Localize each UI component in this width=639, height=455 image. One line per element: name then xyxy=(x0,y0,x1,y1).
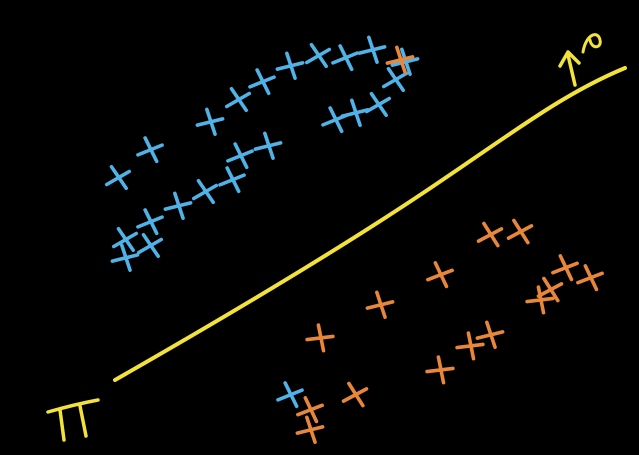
class-a-point xyxy=(136,136,164,164)
class-a-point xyxy=(218,166,246,194)
class-a-point xyxy=(304,42,332,69)
class-a-point xyxy=(195,107,225,136)
class-a-point xyxy=(136,232,164,259)
class-a-point xyxy=(226,142,254,170)
class-a-point xyxy=(390,47,420,76)
class-b-point xyxy=(296,396,324,424)
class-a-point xyxy=(104,164,132,191)
class-b-point xyxy=(576,264,604,292)
class-a-point xyxy=(275,51,305,80)
class-a-points xyxy=(104,35,420,409)
class-b-points xyxy=(295,45,604,444)
class-a-point xyxy=(163,191,193,220)
class-a-point xyxy=(191,178,219,205)
class-b-point xyxy=(475,320,505,349)
class-b-point xyxy=(425,355,455,385)
class-b-point xyxy=(305,323,335,353)
class-b-point xyxy=(525,285,555,315)
hyperplane xyxy=(113,66,627,382)
normal-arrow xyxy=(558,50,581,87)
class-a-point xyxy=(253,131,283,160)
normal-vector-w: w xyxy=(558,33,604,87)
class-a-point xyxy=(340,98,370,127)
class-a-point xyxy=(136,208,164,236)
normal-label: w xyxy=(603,59,604,61)
class-b-point xyxy=(365,290,395,319)
class-a-point xyxy=(224,86,252,113)
class-a-point xyxy=(357,35,387,64)
class-a-point xyxy=(331,44,359,72)
class-a-point xyxy=(276,381,304,409)
class-b-point xyxy=(385,45,415,74)
hyperplane-line xyxy=(113,66,627,382)
class-b-point xyxy=(455,331,485,361)
hyperplane-label: π xyxy=(70,451,71,453)
class-b-point xyxy=(506,218,534,245)
class-a-point xyxy=(111,226,139,253)
class-a-point xyxy=(110,243,140,272)
class-b-point xyxy=(476,221,504,248)
pi-glyph xyxy=(46,398,100,442)
class-b-point xyxy=(295,415,325,444)
class-a-point xyxy=(248,68,276,96)
class-a-point xyxy=(364,91,392,118)
class-a-point xyxy=(321,106,349,134)
class-b-point xyxy=(426,261,454,289)
class-b-point xyxy=(551,254,579,282)
class-b-point xyxy=(536,276,564,303)
class-a-point xyxy=(381,66,409,93)
hyperplane-label-pi: π xyxy=(46,398,100,453)
normal-w-glyph xyxy=(581,33,602,54)
class-b-point xyxy=(341,381,369,408)
